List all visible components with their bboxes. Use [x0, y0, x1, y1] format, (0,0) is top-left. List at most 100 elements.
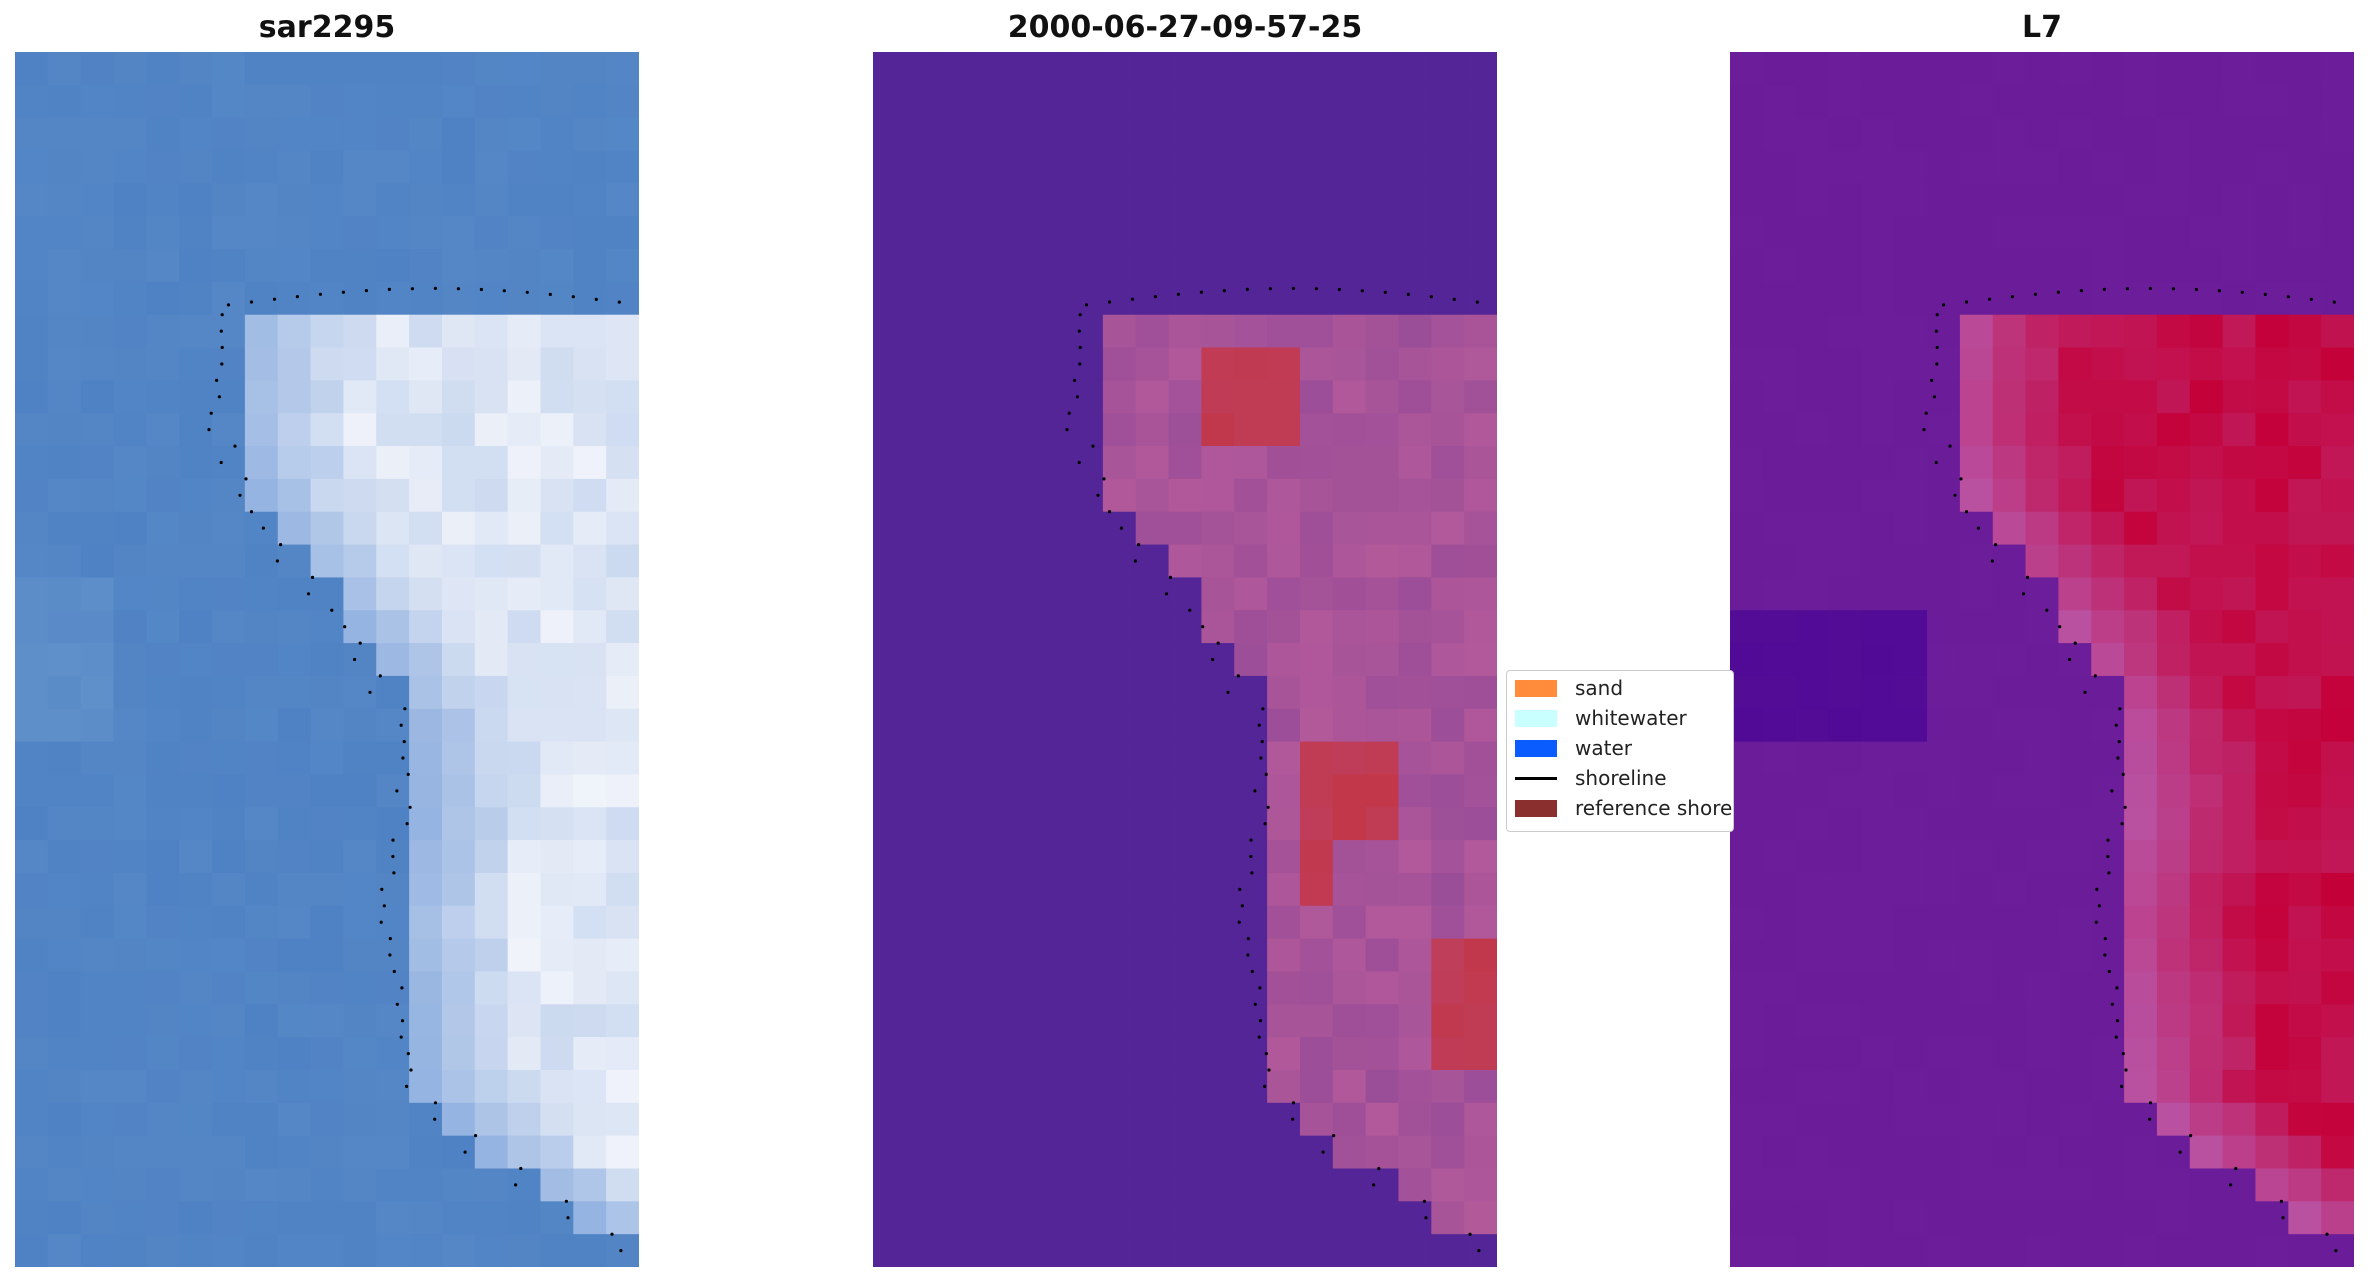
image-pixel: [1102, 938, 1137, 973]
reference-shoreline-swatch: [1515, 799, 1557, 817]
shoreline-point: [2045, 608, 2049, 612]
image-pixel: [2025, 150, 2060, 184]
image-pixel: [1762, 938, 1797, 973]
image-pixel: [1730, 84, 1764, 119]
image-pixel: [409, 971, 443, 1005]
image-pixel: [573, 971, 607, 1005]
shoreline-point: [2110, 789, 2114, 793]
image-pixel: [310, 380, 345, 414]
image-pixel: [1201, 511, 1235, 546]
image-pixel: [1431, 380, 1465, 414]
image-pixel: [2189, 446, 2224, 480]
image-pixel: [606, 249, 639, 283]
image-pixel: [905, 1234, 940, 1267]
image-pixel: [2058, 117, 2092, 152]
image-pixel: [113, 1037, 147, 1071]
image-pixel: [80, 1037, 115, 1071]
image-pixel: [1959, 840, 1994, 874]
image-pixel: [179, 807, 213, 841]
image-pixel: [244, 84, 279, 119]
image-pixel: [2321, 1037, 2354, 1071]
image-pixel: [1762, 478, 1797, 513]
shoreline-point: [2107, 969, 2111, 974]
image-pixel: [1168, 511, 1203, 546]
image-pixel: [1070, 347, 1104, 381]
shoreline-point: [2115, 986, 2119, 990]
image-pixel: [1267, 905, 1301, 940]
image-pixel: [1070, 610, 1104, 644]
image-pixel: [540, 544, 574, 579]
image-pixel: [80, 281, 115, 316]
image-pixel: [1927, 117, 1961, 152]
image-pixel: [1959, 150, 1994, 184]
image-pixel: [2189, 347, 2224, 381]
image-pixel: [1267, 478, 1301, 513]
image-pixel: [1431, 1004, 1465, 1038]
image-pixel: [1828, 511, 1862, 546]
image-pixel: [179, 840, 213, 874]
image-pixel: [409, 1069, 443, 1104]
image-pixel: [1070, 840, 1104, 874]
image-pixel: [80, 1004, 115, 1038]
image-pixel: [971, 183, 1005, 217]
image-pixel: [1299, 216, 1334, 250]
image-pixel: [376, 675, 410, 710]
image-pixel: [1795, 511, 1830, 546]
image-pixel: [2288, 741, 2322, 776]
image-pixel: [1070, 150, 1104, 184]
image-pixel: [277, 872, 312, 907]
image-pixel: [2255, 675, 2289, 710]
image-pixel: [1959, 1168, 1994, 1202]
image-pixel: [47, 314, 82, 349]
image-pixel: [540, 249, 574, 283]
image-pixel: [1135, 1201, 1170, 1235]
image-pixel: [47, 52, 82, 86]
image-pixel: [2255, 741, 2289, 776]
image-pixel: [573, 117, 607, 152]
image-pixel: [1135, 216, 1170, 250]
image-pixel: [905, 117, 940, 152]
shoreline-point: [1237, 920, 1241, 924]
image-pixel: [310, 281, 345, 316]
image-pixel: [2091, 741, 2125, 776]
image-pixel: [2025, 1168, 2060, 1202]
image-pixel: [146, 1069, 180, 1104]
image-pixel: [1464, 971, 1497, 1005]
image-pixel: [905, 971, 940, 1005]
image-pixel: [1398, 971, 1432, 1005]
image-pixel: [343, 380, 377, 414]
image-pixel: [1992, 249, 2027, 283]
image-pixel: [2025, 610, 2060, 644]
image-pixel: [2222, 249, 2257, 283]
shoreline-point: [1222, 289, 1226, 293]
image-pixel: [2025, 1004, 2060, 1038]
shoreline-point: [525, 290, 529, 294]
image-pixel: [212, 807, 246, 841]
image-pixel: [47, 1069, 82, 1104]
image-pixel: [474, 1004, 509, 1038]
image-pixel: [507, 643, 542, 677]
image-pixel: [1332, 1234, 1367, 1267]
image-pixel: [212, 52, 246, 86]
image-pixel: [1861, 774, 1895, 808]
image-pixel: [1365, 216, 1400, 250]
image-pixel: [2156, 1201, 2191, 1235]
image-pixel: [1894, 577, 1928, 611]
image-pixel: [179, 216, 213, 250]
image-pixel: [1861, 249, 1895, 283]
image-pixel: [2058, 511, 2092, 546]
image-pixel: [113, 708, 147, 743]
image-pixel: [1332, 1037, 1367, 1071]
image-pixel: [1959, 478, 1994, 513]
image-pixel: [2321, 1201, 2354, 1235]
image-pixel: [1398, 774, 1432, 808]
image-pixel: [310, 774, 345, 808]
image-pixel: [2058, 544, 2092, 579]
image-pixel: [905, 52, 940, 86]
image-pixel: [1004, 1168, 1038, 1202]
image-pixel: [343, 1102, 377, 1137]
image-pixel: [2025, 1201, 2060, 1235]
image-pixel: [1464, 1069, 1497, 1104]
image-pixel: [1332, 708, 1367, 743]
image-pixel: [1168, 774, 1203, 808]
